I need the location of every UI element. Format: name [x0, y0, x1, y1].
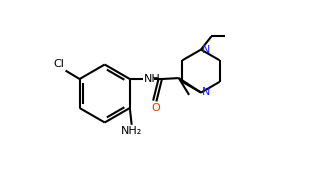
Text: NH₂: NH₂	[121, 126, 142, 136]
Text: N: N	[202, 45, 211, 55]
Text: N: N	[202, 87, 211, 97]
Text: Cl: Cl	[54, 59, 65, 69]
Text: O: O	[151, 103, 160, 113]
Text: NH: NH	[144, 74, 161, 84]
